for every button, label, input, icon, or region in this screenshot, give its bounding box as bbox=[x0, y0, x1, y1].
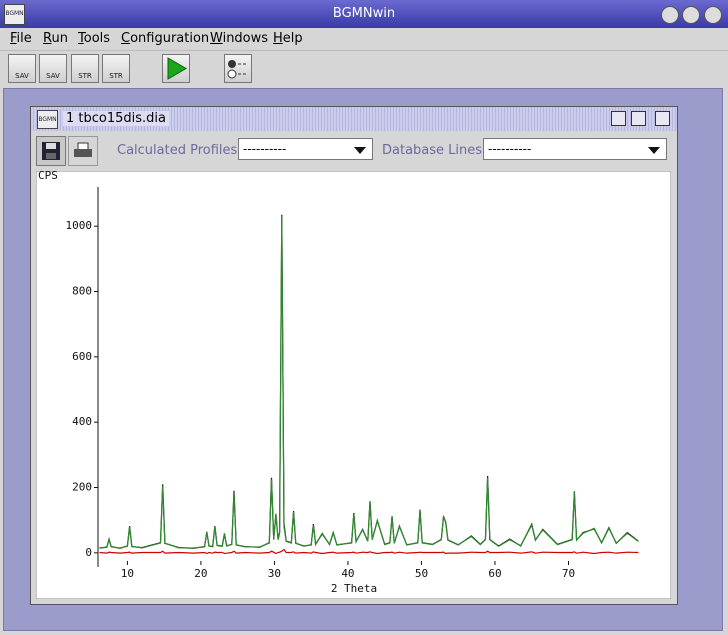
menu-item[interactable]: Run bbox=[43, 31, 68, 46]
y-tick-label: 600 bbox=[72, 350, 92, 363]
x-tick-label: 50 bbox=[415, 567, 428, 580]
y-tick-label: 1000 bbox=[66, 219, 93, 232]
menu-item[interactable]: Windows bbox=[210, 31, 269, 46]
toolbar-button[interactable]: STR bbox=[71, 54, 99, 83]
doc-icon: BGMN bbox=[37, 110, 58, 129]
toolbar-button[interactable]: SAV bbox=[39, 54, 67, 83]
database-lines-combo[interactable]: ---------- bbox=[483, 138, 667, 160]
y-tick-label: 400 bbox=[72, 415, 92, 428]
internal-frame: BGMN 1 tbco15dis.dia Calculated Profiles… bbox=[30, 106, 678, 605]
chart-background bbox=[36, 171, 671, 599]
x-tick-label: 20 bbox=[194, 567, 207, 580]
x-tick-label: 60 bbox=[488, 567, 501, 580]
x-tick-label: 70 bbox=[562, 567, 575, 580]
menu-item[interactable]: File bbox=[10, 31, 32, 46]
maximize-button[interactable] bbox=[682, 6, 700, 24]
save-icon bbox=[42, 142, 60, 160]
frame-title-bar: BGMN 1 tbco15dis.dia bbox=[31, 107, 677, 131]
play-icon bbox=[167, 57, 187, 80]
x-tick-label: 40 bbox=[341, 567, 354, 580]
iconify-button[interactable] bbox=[611, 111, 626, 126]
frame-title: 1 tbco15dis.dia bbox=[63, 111, 169, 126]
app-icon: BGMN bbox=[4, 4, 25, 25]
y-tick-label: 0 bbox=[85, 546, 92, 559]
menu-bar: File Run Tools Configuration Windows Hel… bbox=[0, 28, 728, 51]
toolbar-button[interactable]: STR bbox=[102, 54, 130, 83]
close-button[interactable] bbox=[655, 111, 670, 126]
close-button[interactable] bbox=[704, 6, 722, 24]
print-button[interactable] bbox=[68, 136, 98, 166]
database-lines-label: Database Lines: bbox=[382, 143, 487, 158]
calculated-profiles-combo[interactable]: ---------- bbox=[238, 138, 373, 160]
save-button[interactable] bbox=[36, 136, 66, 166]
x-tick-label: 30 bbox=[268, 567, 281, 580]
calculated-profiles-label: Calculated Profiles: bbox=[117, 143, 242, 158]
title-bar: BGMN BGMNwin bbox=[0, 0, 728, 28]
menu-item[interactable]: Tools bbox=[78, 31, 111, 46]
options-icon bbox=[227, 60, 248, 79]
minimize-button[interactable] bbox=[661, 6, 679, 24]
x-tick-label: 10 bbox=[121, 567, 134, 580]
series-line bbox=[99, 216, 639, 549]
y-tick-label: 200 bbox=[72, 481, 92, 494]
series-line bbox=[99, 548, 639, 555]
menu-item[interactable]: Help bbox=[273, 31, 303, 46]
menu-item[interactable]: Configuration bbox=[121, 31, 210, 46]
toolbar-button[interactable]: SAV bbox=[8, 54, 36, 83]
x-axis-label: 2 Theta bbox=[331, 582, 377, 595]
print-icon bbox=[74, 142, 92, 157]
window-title: BGMNwin bbox=[332, 6, 396, 21]
y-axis-label: CPS bbox=[38, 171, 58, 182]
y-tick-label: 800 bbox=[72, 285, 92, 298]
toolbar: SAV SAV STR STR bbox=[0, 51, 728, 87]
run-button[interactable] bbox=[162, 54, 190, 83]
options-button[interactable] bbox=[224, 54, 252, 83]
maximize-button[interactable] bbox=[631, 111, 646, 126]
chart: CPS 2 Theta 0 200 400 600 800 1000 10 20 30 40 50 6… bbox=[36, 171, 671, 599]
